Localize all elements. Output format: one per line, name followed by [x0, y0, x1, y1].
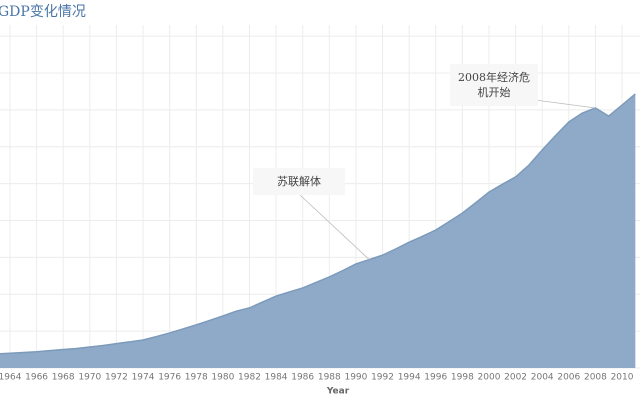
x-tick-label: 2010: [611, 373, 634, 383]
x-tick-label: 1986: [291, 373, 314, 383]
x-tick-label: 1974: [132, 373, 155, 383]
x-tick-label: 1978: [185, 373, 208, 383]
x-tick-label: 2000: [478, 373, 501, 383]
x-tick-label: 1970: [78, 373, 101, 383]
x-tick-label: 1984: [265, 373, 288, 383]
x-tick-label: 1990: [344, 373, 367, 383]
x-tick-label: 2002: [504, 373, 527, 383]
annotation: 苏联解体: [253, 168, 345, 195]
x-tick-label: 1968: [52, 373, 75, 383]
chart-title: GDP变化情况: [0, 4, 86, 20]
x-tick-label: 1998: [451, 373, 474, 383]
annotation-line: [299, 194, 370, 260]
x-tick-label: 1972: [105, 373, 128, 383]
x-tick-label: 1980: [211, 373, 234, 383]
x-tick-label: 1992: [371, 373, 394, 383]
annotation: 2008年经济危机开始: [450, 64, 538, 106]
x-axis-label: Year: [326, 387, 350, 397]
x-tick-label: 2006: [557, 373, 580, 383]
area-line: [0, 93, 636, 355]
x-tick-label: 1982: [238, 373, 261, 383]
x-tick-label: 1966: [25, 373, 48, 383]
x-tick-label: 1994: [398, 373, 421, 383]
x-tick-label: 1996: [424, 373, 447, 383]
x-tick-label: 2008: [584, 373, 607, 383]
x-tick-label: 1988: [318, 373, 341, 383]
x-tick-label: 1976: [158, 373, 181, 383]
area: [0, 93, 636, 368]
x-tick-label: 1964: [0, 373, 22, 383]
x-tick-label: 2004: [531, 373, 554, 383]
